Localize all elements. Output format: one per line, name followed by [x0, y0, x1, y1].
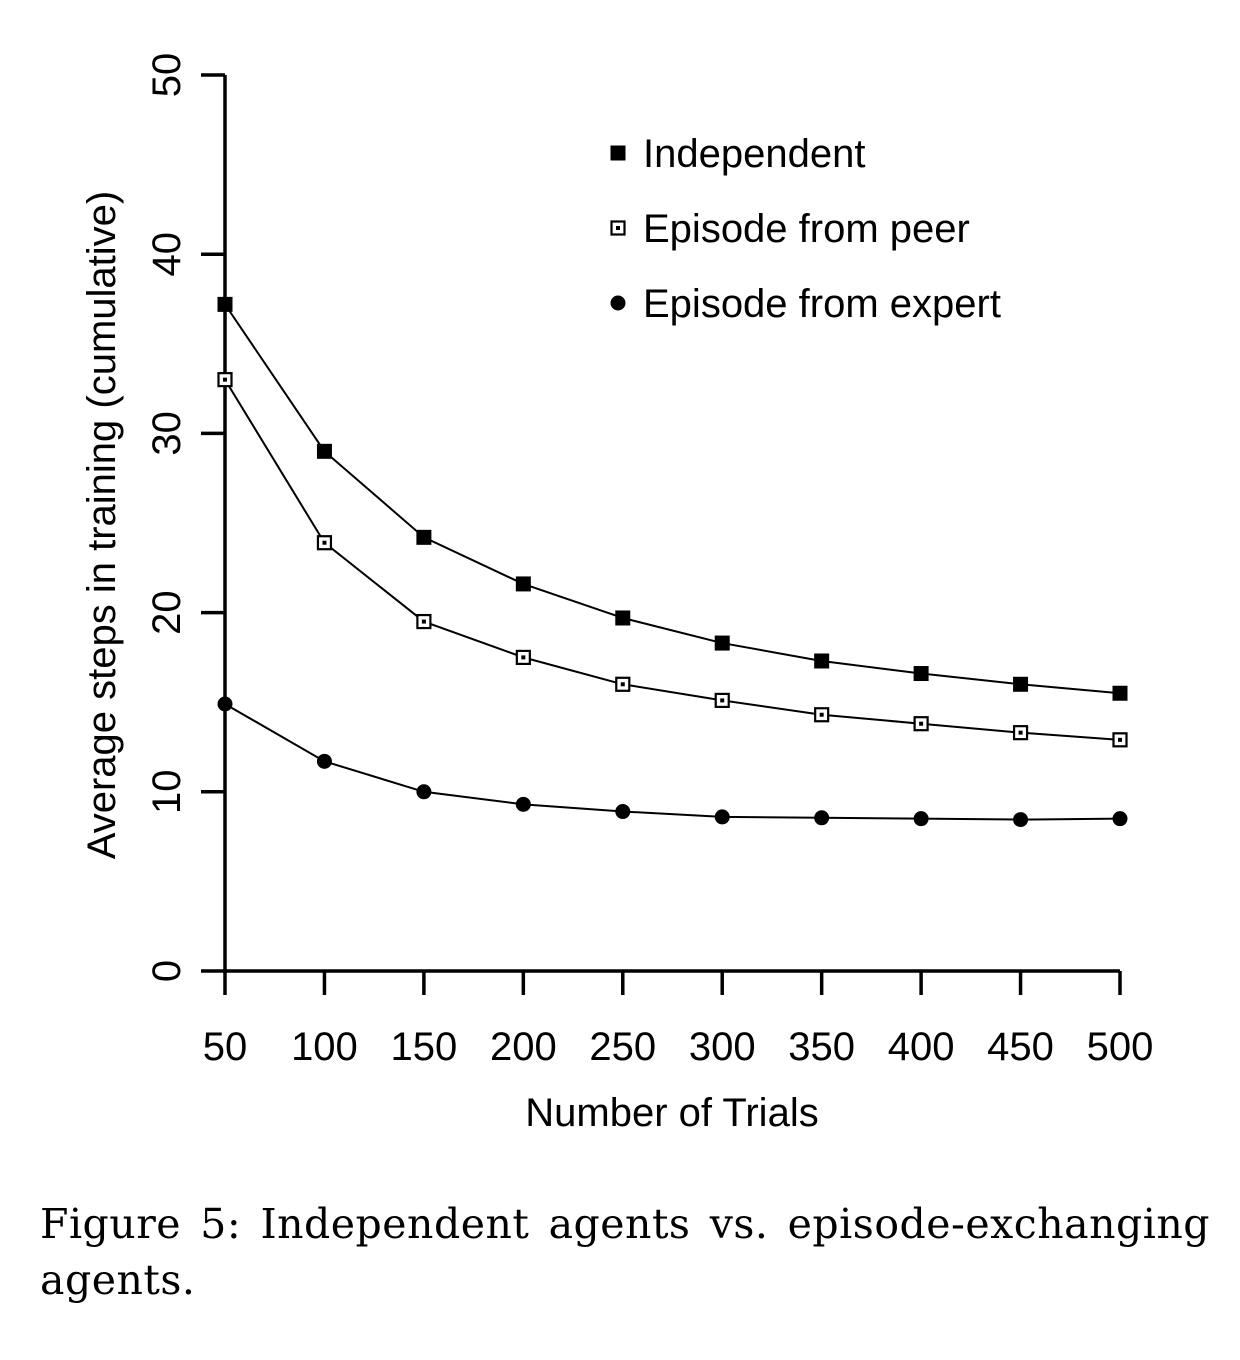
data-point: [1013, 676, 1029, 692]
data-point: [913, 666, 929, 682]
data-point: [217, 372, 233, 388]
data-point: [1112, 732, 1128, 748]
data-point: [615, 676, 631, 692]
data-point: [416, 613, 432, 630]
data-point: [316, 535, 333, 551]
data-point: [217, 696, 233, 712]
y-axis-label: Average steps in training (cumulative): [80, 191, 124, 859]
x-tick-label: 450: [987, 1025, 1054, 1069]
y-tick-label: 30: [145, 411, 189, 456]
series-line-0: [224, 303, 1121, 695]
y-tick-label: 40: [145, 232, 189, 277]
x-tick-label: 200: [490, 1025, 557, 1069]
x-tick-label: 150: [391, 1025, 458, 1069]
data-point: [316, 443, 332, 459]
data-point: [714, 809, 730, 825]
data-point: [1112, 685, 1128, 701]
data-point: [1013, 812, 1029, 828]
data-point: [814, 810, 830, 826]
x-tick-label: 350: [788, 1025, 855, 1069]
x-tick-label: 300: [689, 1025, 756, 1069]
data-point: [615, 804, 631, 820]
series-markers: [217, 296, 1128, 828]
x-tick-label: 50: [203, 1025, 248, 1069]
data-point: [515, 576, 531, 592]
y-axis: 0 10 20 30 40 50: [145, 53, 227, 982]
legend: Independent Episode from peer Episode from…: [610, 132, 1001, 326]
y-tick-label: 50: [145, 53, 189, 98]
y-tick-label: 10: [145, 770, 189, 815]
legend-label: Episode from peer: [643, 207, 970, 251]
series-lines: [224, 303, 1121, 821]
x-tick-label: 400: [888, 1025, 955, 1069]
data-point: [515, 649, 531, 666]
data-point: [913, 811, 929, 827]
x-axis-label: Number of Trials: [525, 1091, 818, 1135]
data-point: [714, 635, 730, 651]
series-line-2: [224, 703, 1121, 821]
legend-marker: [610, 295, 626, 311]
data-point: [814, 707, 830, 723]
data-point: [217, 296, 233, 312]
legend-marker: [610, 145, 626, 161]
x-tick-label: 500: [1087, 1025, 1154, 1069]
y-tick-label: 20: [145, 590, 189, 635]
data-point: [714, 692, 730, 709]
data-point: [814, 653, 830, 669]
x-tick-label: 100: [291, 1025, 358, 1069]
data-point: [416, 529, 432, 545]
data-point: [913, 716, 929, 732]
x-axis: 50 100 150 200 250 300 350 400 450 500: [203, 969, 1154, 1069]
data-point: [1012, 725, 1029, 741]
data-point: [316, 753, 332, 769]
data-point: [416, 784, 432, 800]
data-point: [515, 796, 531, 812]
legend-label: Episode from expert: [643, 282, 1001, 326]
data-point: [615, 610, 631, 626]
y-tick-label: 0: [145, 960, 189, 982]
legend-label: Independent: [643, 132, 865, 176]
data-point: [1112, 811, 1128, 827]
figure-caption: Figure 5: Independent agents vs. episode…: [40, 1200, 1210, 1304]
x-tick-label: 250: [589, 1025, 656, 1069]
legend-marker: [610, 220, 626, 236]
series-line-1: [224, 379, 1121, 741]
